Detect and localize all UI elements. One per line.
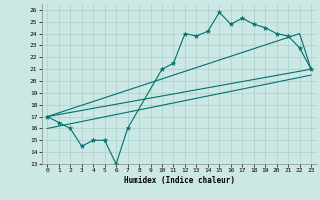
X-axis label: Humidex (Indice chaleur): Humidex (Indice chaleur): [124, 176, 235, 185]
